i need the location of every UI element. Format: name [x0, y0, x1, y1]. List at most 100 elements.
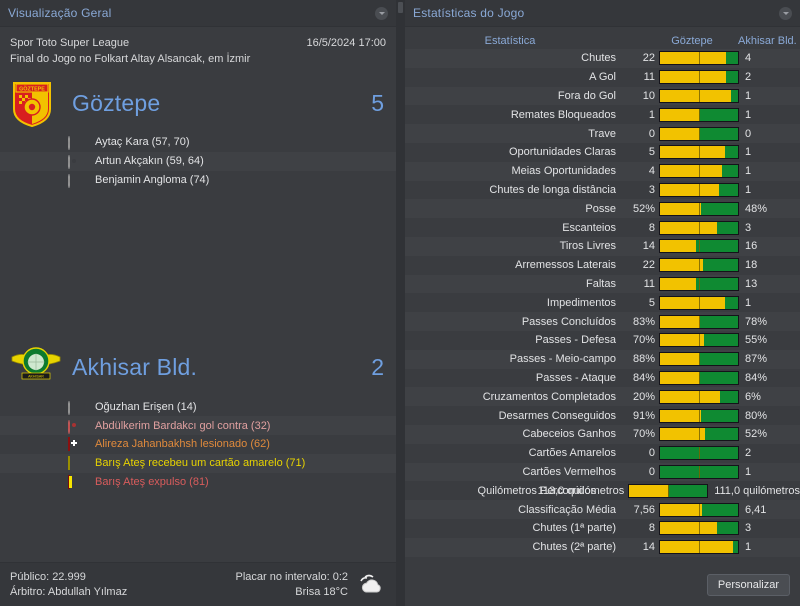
stat-bar-midline — [699, 221, 700, 234]
list-item: Abdülkerim Bardakcı gol contra (32) — [0, 416, 396, 435]
list-item: Barış Ateş recebeu um cartão amarelo (71… — [0, 453, 396, 473]
stat-away-value: 2 — [745, 447, 752, 460]
goztepe-crest-icon: GÖZTEPE — [10, 79, 54, 128]
stat-bar-midline — [699, 202, 700, 215]
statistics-collapse-button[interactable] — [779, 7, 792, 20]
stat-bar-midline — [699, 334, 700, 347]
stat-label: Classificação Média — [518, 503, 616, 516]
stat-home-fill — [660, 296, 725, 309]
stat-home-value: 11 — [643, 277, 655, 290]
list-item: Artun Akçakın (59, 64) — [0, 151, 396, 171]
stat-comparison-bar — [659, 352, 739, 367]
stat-home-fill — [660, 503, 703, 516]
stat-comparison-bar — [659, 145, 739, 160]
stat-comparison-bar — [659, 239, 739, 254]
table-row: Classificação Média 7,56 6,41 — [405, 500, 800, 519]
stat-home-fill — [660, 183, 719, 196]
stat-home-fill — [660, 108, 699, 121]
table-row: A Gol 11 2 — [405, 67, 800, 87]
stat-bar-midline — [699, 428, 700, 441]
home-team-name[interactable]: Göztepe — [72, 89, 161, 116]
weather-text: Brisa 18°C — [295, 585, 348, 598]
stat-home-fill — [660, 71, 726, 84]
stat-away-value: 1 — [745, 541, 752, 554]
stat-home-fill — [660, 240, 697, 253]
match-datetime: 16/5/2024 17:00 — [306, 37, 386, 49]
overview-collapse-button[interactable] — [375, 7, 388, 20]
away-team-name[interactable]: Akhisar Bld. — [72, 353, 198, 380]
stat-away-value: 87% — [745, 353, 768, 366]
stat-home-fill — [660, 522, 717, 535]
stat-label: A Gol — [589, 71, 616, 84]
stat-comparison-bar — [659, 126, 739, 141]
column-header-away: Akhisar Bld. — [738, 35, 797, 47]
stat-label: Tiros Livres — [559, 240, 616, 253]
statistics-panel-header: Estatísticas do Jogo — [405, 0, 800, 27]
stat-bar-midline — [699, 503, 700, 516]
home-team-row[interactable]: GÖZTEPE Göztepe 5 — [0, 75, 396, 131]
list-item: Barış Ateş expulso (81) — [0, 472, 396, 492]
stat-home-fill — [660, 541, 733, 554]
event-text: Alireza Jahanbakhsh lesionado (62) — [95, 438, 270, 451]
stat-comparison-bar — [659, 370, 739, 385]
stat-label: Cabeceios Ganhos — [522, 428, 616, 441]
stat-away-value: 1 — [745, 465, 752, 478]
stat-bar-midline — [699, 371, 700, 384]
stat-label: Fora do Gol — [557, 89, 616, 102]
list-item: Benjamin Angloma (74) — [0, 170, 396, 190]
stat-home-fill — [660, 221, 717, 234]
stat-label: Cartões Vermelhos — [522, 465, 616, 478]
statistics-table: Chutes 22 4 A Gol 11 2 Fora do Gol 10 1 Remates B… — [405, 49, 800, 557]
stat-label: Oportunidades Claras — [508, 146, 616, 159]
sent-off-icon — [68, 474, 80, 489]
event-text: Oğuzhan Erişen (14) — [95, 400, 197, 413]
stat-comparison-bar — [659, 51, 739, 66]
statistics-panel: Estatísticas do Jogo Estatística Göztepe… — [405, 0, 800, 606]
stat-away-value: 55% — [745, 334, 768, 347]
stat-away-value: 111,0 quilómetros — [714, 484, 800, 497]
stat-label: Desarmes Conseguidos — [498, 409, 616, 422]
stat-home-value: 3 — [648, 183, 655, 196]
stat-bar-midline — [699, 127, 700, 140]
table-row: Trave 0 0 — [405, 124, 800, 143]
list-item: Oğuzhan Erişen (14) — [0, 397, 396, 417]
stat-away-value: 3 — [745, 221, 752, 234]
stat-comparison-bar — [659, 276, 739, 291]
panel-splitter[interactable] — [396, 0, 405, 606]
stat-label: Meias Oportunidades — [511, 165, 616, 178]
stat-home-value: 0 — [648, 127, 655, 140]
stat-bar-midline — [699, 52, 700, 65]
away-team-score: 2 — [371, 353, 384, 380]
stat-home-fill — [660, 315, 701, 328]
stat-label: Arremessos Laterais — [515, 259, 616, 272]
svg-text:GÖZTEPE: GÖZTEPE — [19, 86, 45, 93]
stat-home-value: 70% — [632, 334, 655, 347]
stat-home-value: 20% — [632, 390, 655, 403]
stat-comparison-bar — [659, 258, 739, 273]
away-team-row[interactable]: AKHISAR Akhisar Bld. 2 — [0, 339, 396, 395]
table-row: Passes Concluídos 83% 78% — [405, 312, 800, 331]
stat-home-value: 5 — [648, 146, 655, 159]
stat-home-value: 7,56 — [633, 503, 655, 516]
stat-bar-midline — [699, 165, 700, 178]
stat-home-value: 0 — [648, 447, 655, 460]
stat-bar-midline — [699, 296, 700, 309]
stat-home-value: 91% — [632, 409, 655, 422]
customize-button[interactable]: Personalizar — [706, 574, 790, 596]
stat-away-value: 18 — [745, 259, 758, 272]
stat-away-value: 1 — [745, 165, 752, 178]
stat-bar-midline — [699, 315, 700, 328]
stat-away-value: 3 — [745, 522, 752, 535]
stat-comparison-bar — [659, 464, 739, 479]
stat-home-fill — [660, 202, 701, 215]
event-text: Barış Ateş recebeu um cartão amarelo (71… — [95, 457, 306, 470]
stat-comparison-bar — [659, 70, 739, 85]
goal-icon — [68, 136, 80, 151]
table-row: Tiros Livres 14 16 — [405, 236, 800, 256]
stat-home-fill — [660, 390, 720, 403]
stat-bar-midline — [668, 484, 670, 497]
stat-comparison-bar — [659, 295, 739, 310]
match-footer: Público: 22.999 Árbitro: Abdullah Yılmaz… — [0, 562, 396, 606]
stat-label: Passes - Defesa — [535, 334, 616, 347]
